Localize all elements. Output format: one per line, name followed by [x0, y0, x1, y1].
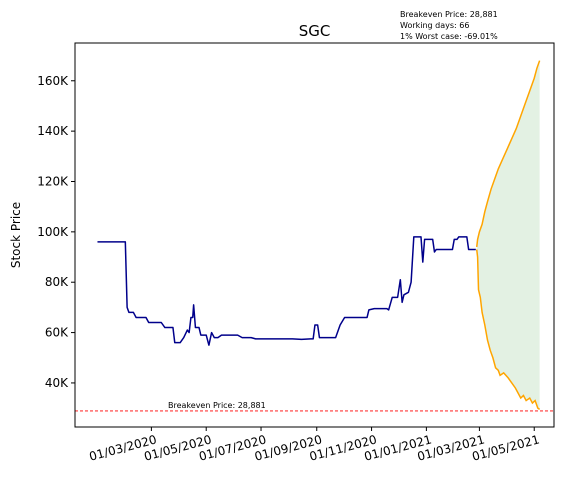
y-tick-label: 100K	[37, 225, 69, 239]
breakeven-label: Breakeven Price: 28,881	[168, 401, 266, 410]
projection-upper-line	[475, 60, 541, 248]
y-tick-label: 120K	[37, 174, 69, 188]
info-working-days: Working days: 66	[400, 21, 470, 30]
projection-band	[476, 60, 540, 410]
y-tick-label: 160K	[37, 74, 69, 88]
y-axis-label: Stock Price	[9, 202, 23, 268]
info-worst-case: 1% Worst case: -69.01%	[400, 32, 498, 41]
y-tick-label: 60K	[45, 326, 69, 340]
price-history-line	[97, 236, 476, 346]
y-tick-label: 140K	[37, 124, 69, 138]
y-tick-label: 40K	[45, 376, 69, 390]
y-tick-label: 80K	[45, 275, 69, 289]
projection-lower-line	[475, 249, 541, 410]
axes-frame	[74, 42, 555, 428]
info-breakeven-price: Breakeven Price: 28,881	[400, 10, 498, 19]
chart-title: SGC	[299, 22, 331, 40]
